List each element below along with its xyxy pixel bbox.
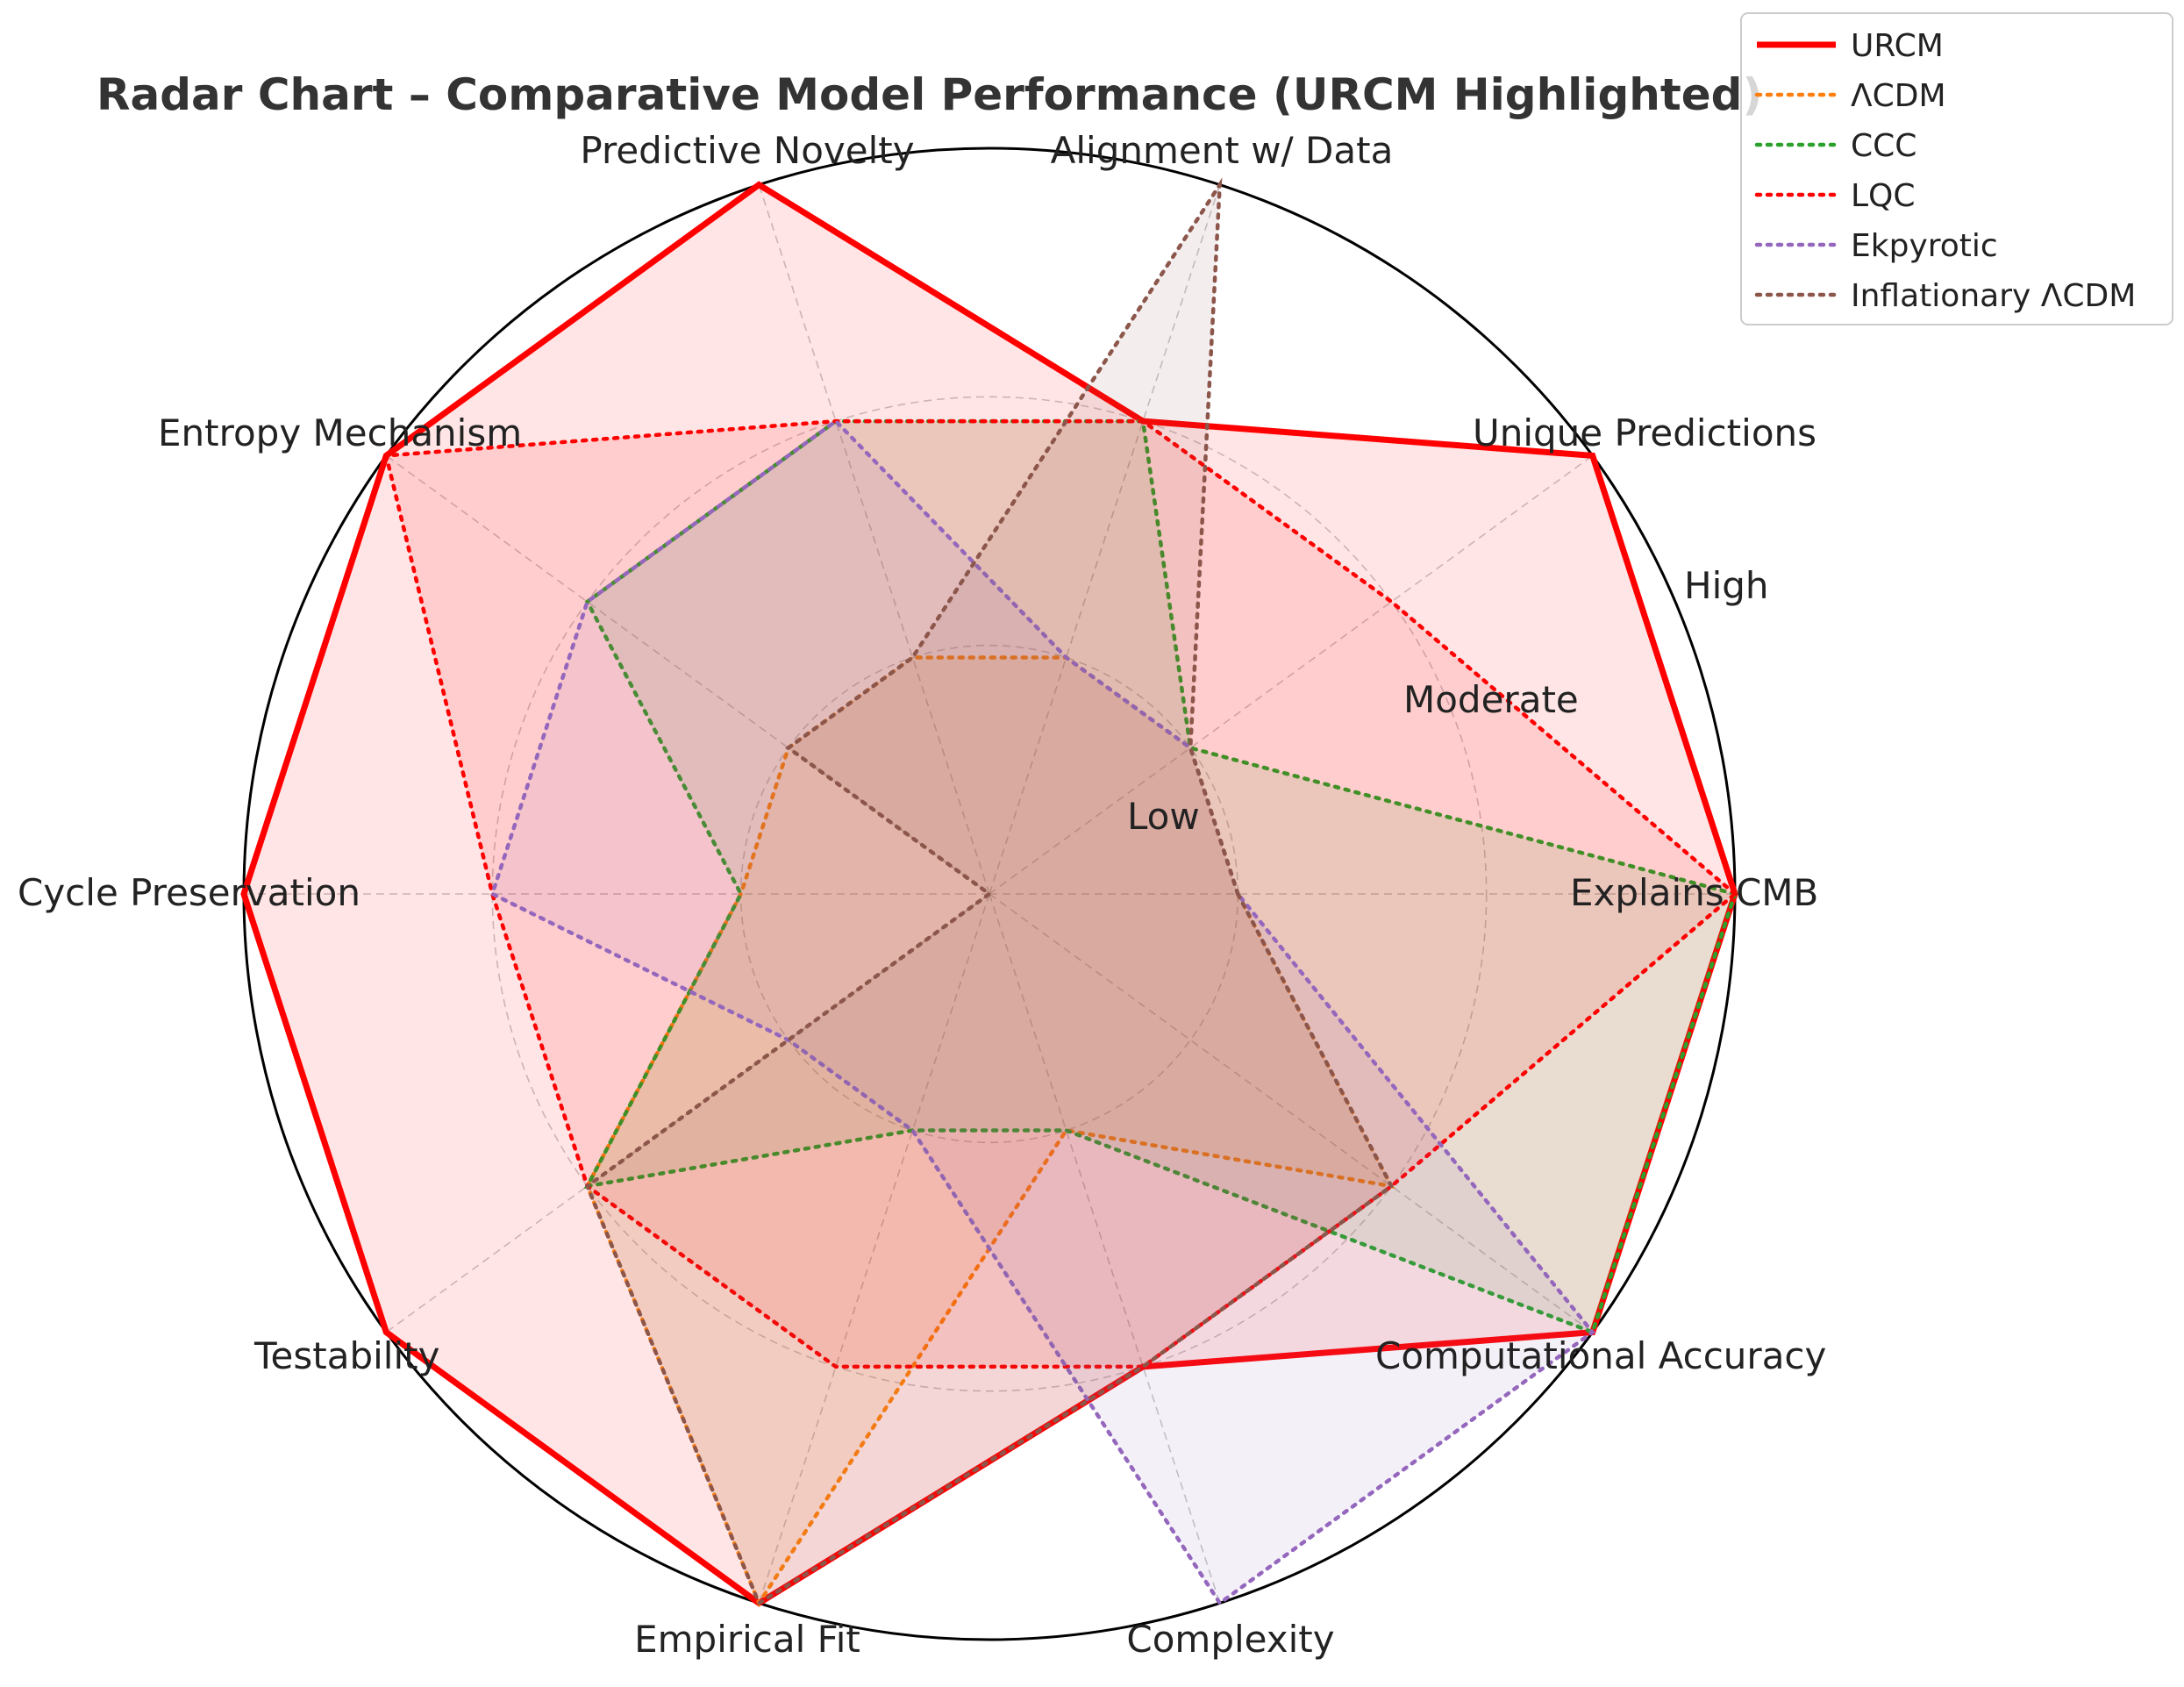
chart-title: Radar Chart – Comparative Model Performa… [96, 69, 1762, 120]
axis-label: Entropy Mechanism [158, 411, 522, 454]
legend-label: ΛCDM [1851, 78, 1946, 114]
grid-spoke [989, 893, 1221, 1604]
axis-label: Complexity [1126, 1618, 1334, 1661]
series-line-inflationary-cdm [584, 177, 1395, 1606]
series-fill-cdm [587, 657, 1392, 1604]
axis-label: Predictive Novelty [580, 129, 914, 172]
legend-box [1740, 12, 2173, 325]
axis-label: Empirical Fit [634, 1618, 860, 1661]
series-fill-lqc [386, 421, 1735, 1367]
axis-label: Alignment w/ Data [1051, 129, 1394, 172]
legend-label: URCM [1851, 28, 1944, 64]
axis-label: Unique Predictions [1473, 411, 1816, 454]
axis-label: Computational Accuracy [1375, 1334, 1826, 1377]
label-layer: Low Moderate High Explains CMB Unique Predic… [18, 129, 1826, 1661]
grid-spoke [989, 893, 1594, 1333]
ring-label: High [1684, 564, 1769, 607]
grid-spoke [989, 184, 1221, 895]
ring-label: Low [1127, 795, 1200, 838]
series-line-ccc [583, 418, 1738, 1335]
legend-label: LQC [1851, 178, 1916, 214]
legend: URCM ΛCDM CCC LQC Ekpyrotic Inflationary ΛCDM [1740, 12, 2173, 325]
grid-spoke [758, 184, 990, 895]
legend-label: CCC [1851, 128, 1916, 164]
axis-label: Testability [253, 1334, 439, 1377]
grid-layer [242, 147, 1737, 1641]
axis-label: Explains CMB [1570, 871, 1818, 914]
axis-label: Cycle Preservation [18, 871, 360, 914]
series-fill-ekpyrotic [492, 421, 1593, 1604]
series-line-ekpyrotic [489, 418, 1595, 1606]
grid-spoke [758, 893, 990, 1604]
series-layer [240, 177, 1738, 1608]
ring-label: Moderate [1403, 678, 1579, 721]
grid-ring-2 [491, 396, 1488, 1392]
grid-spoke [989, 454, 1594, 895]
legend-label: Inflationary ΛCDM [1851, 278, 2136, 314]
series-fill-ccc [587, 421, 1735, 1333]
legend-label: Ekpyrotic [1851, 228, 1998, 264]
series-line-urcm [240, 181, 1738, 1607]
